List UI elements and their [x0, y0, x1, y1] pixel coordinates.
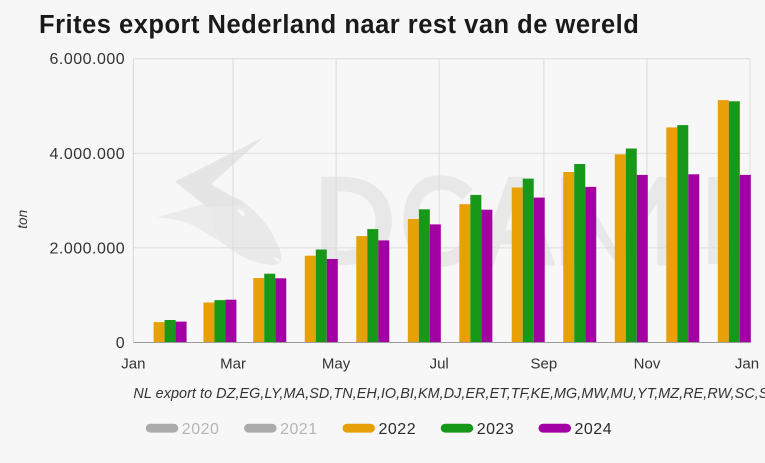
svg-text:Jul: Jul [430, 356, 449, 373]
svg-text:Nov: Nov [634, 356, 661, 373]
svg-text:6.000.000: 6.000.000 [50, 51, 126, 68]
svg-text:4.000.000: 4.000.000 [50, 146, 126, 163]
svg-text:2022: 2022 [379, 421, 417, 438]
svg-text:2020: 2020 [182, 421, 220, 438]
svg-text:2023: 2023 [477, 421, 515, 438]
svg-text:Sep: Sep [531, 356, 558, 373]
svg-text:Mar: Mar [220, 356, 246, 373]
svg-text:0: 0 [116, 335, 125, 352]
svg-text:Jan: Jan [121, 356, 145, 373]
svg-text:NL export to DZ,EG,LY,MA,SD,TN: NL export to DZ,EG,LY,MA,SD,TN,EH,IO,BI,… [133, 386, 765, 402]
svg-text:Frites export Nederland naar r: Frites export Nederland naar rest van de… [39, 11, 639, 39]
svg-text:May: May [322, 356, 351, 373]
svg-text:ton: ton [15, 210, 30, 229]
svg-text:2021: 2021 [280, 421, 318, 438]
svg-text:2.000.000: 2.000.000 [50, 240, 126, 257]
svg-text:2024: 2024 [575, 421, 613, 438]
svg-text:Jan: Jan [735, 356, 759, 373]
